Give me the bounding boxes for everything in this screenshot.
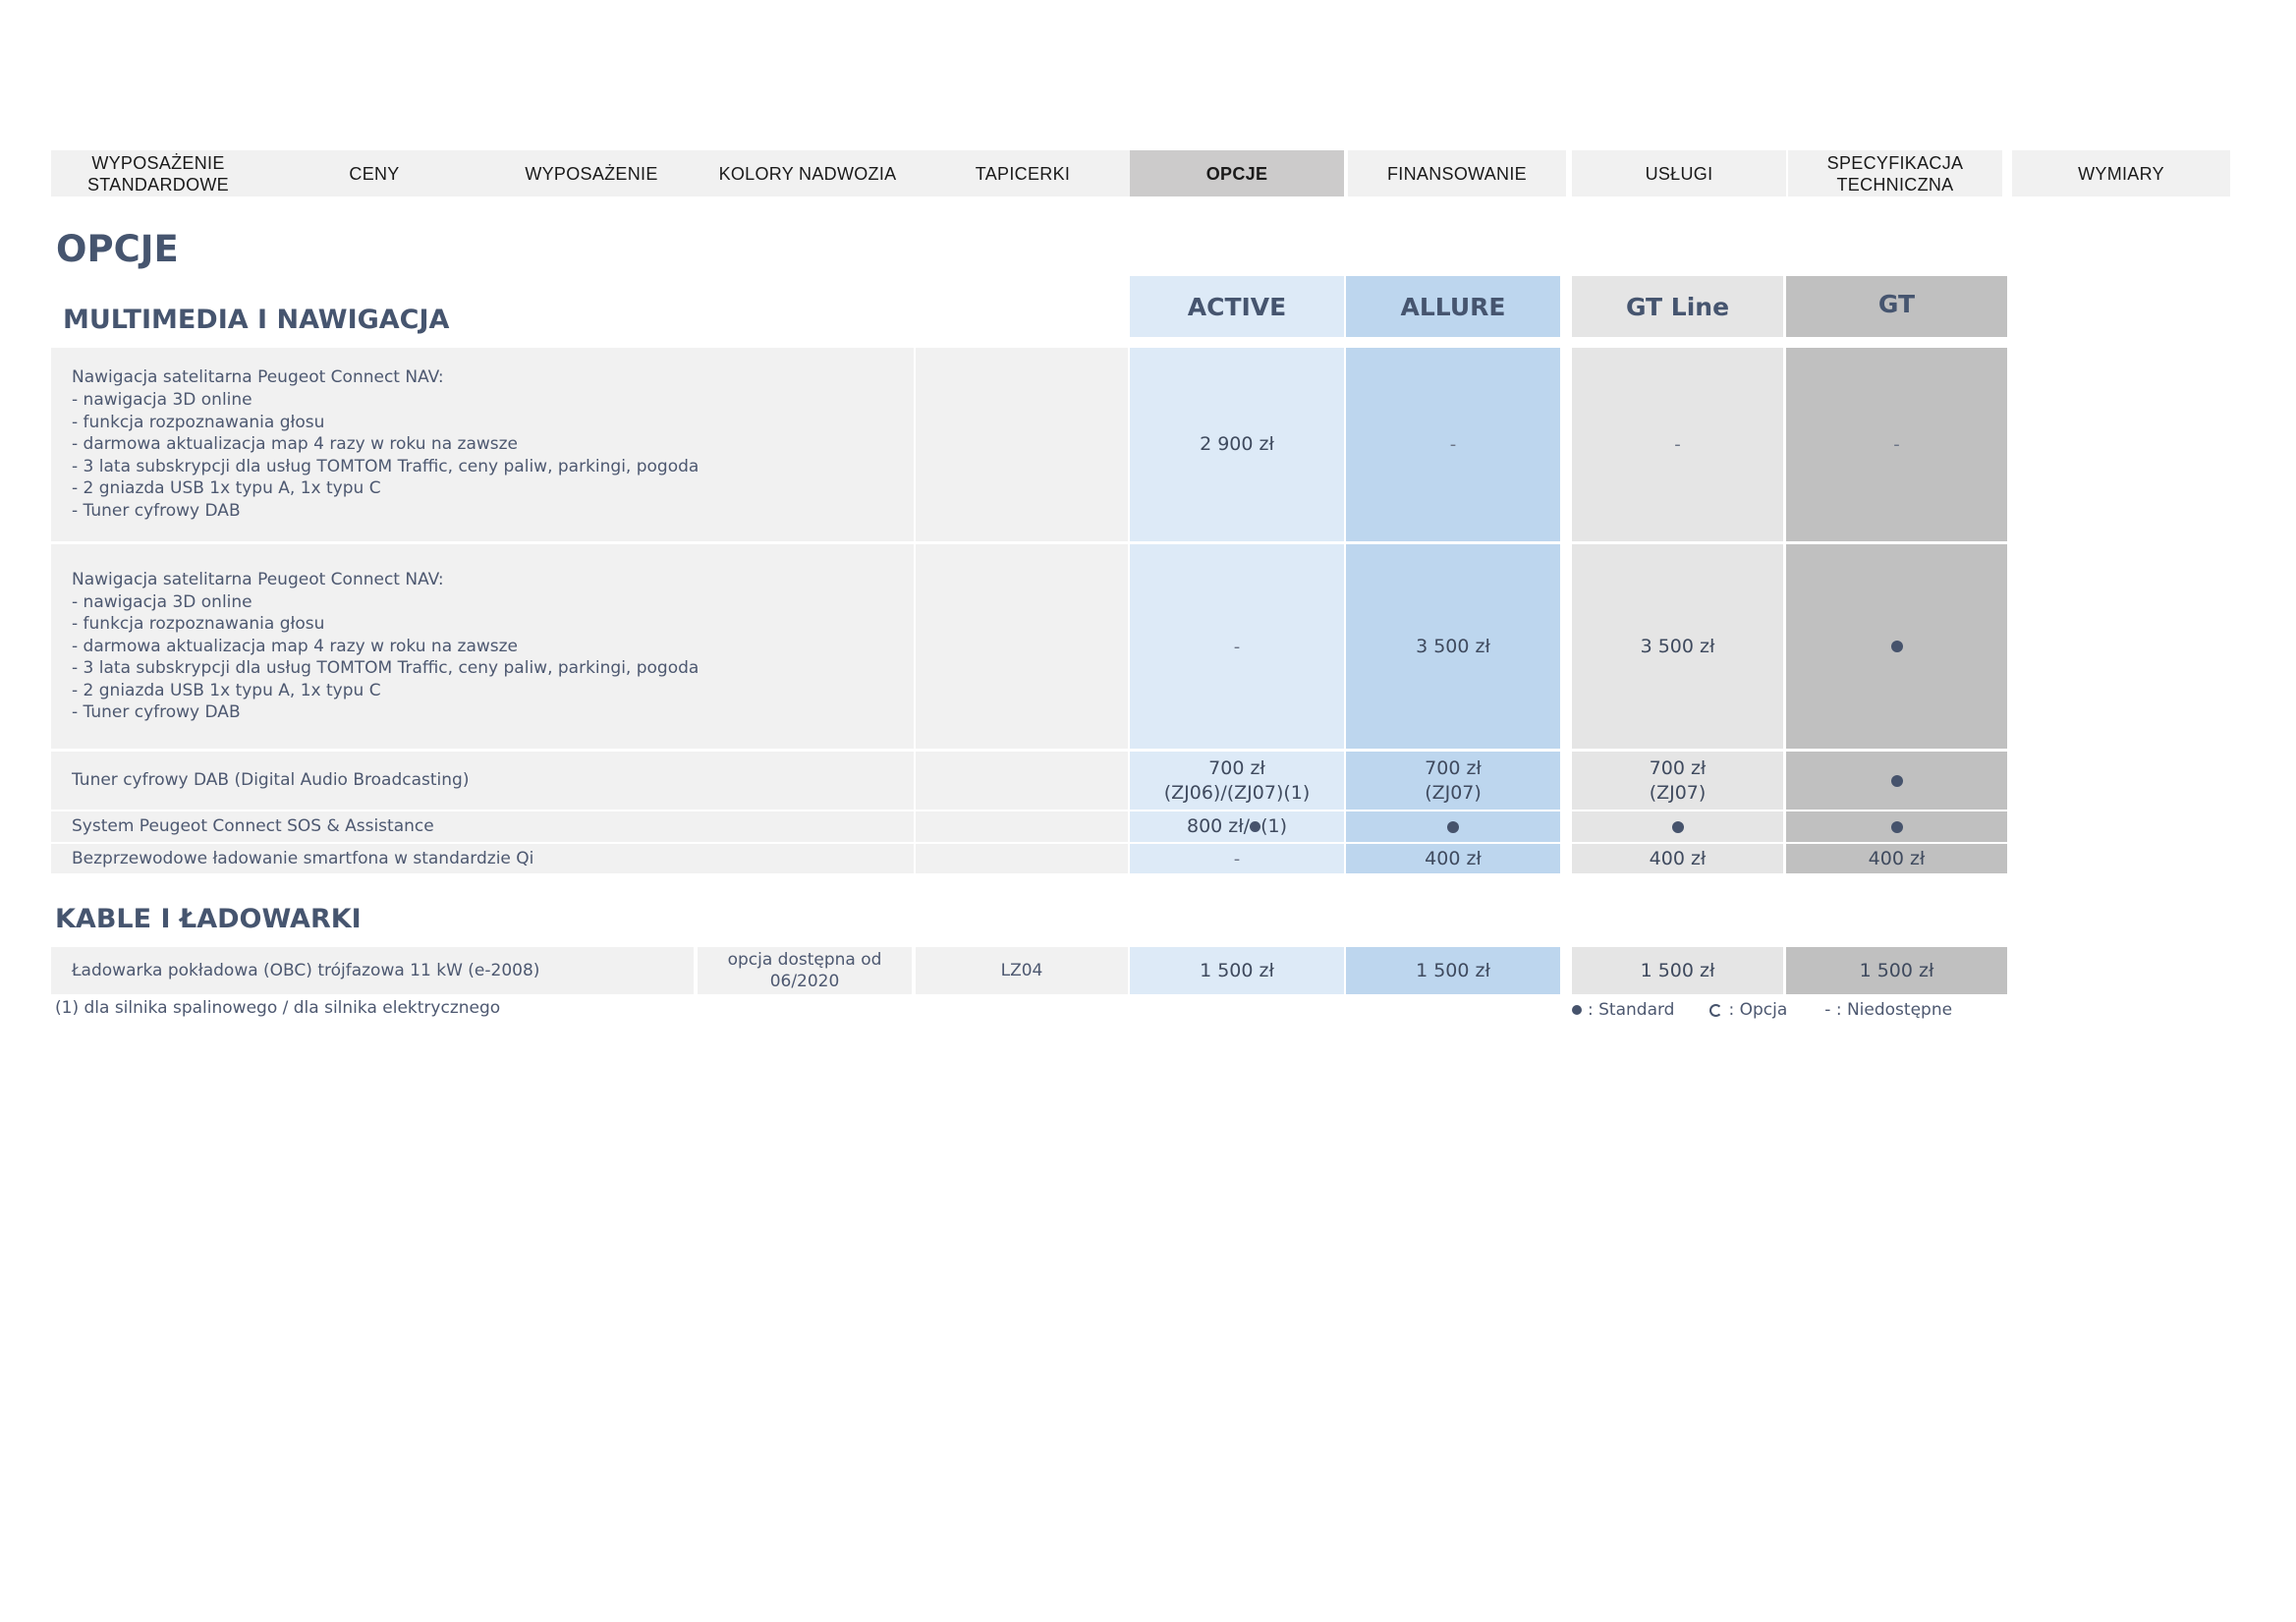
price-active: - <box>1130 544 1344 749</box>
price-active: 2 900 zł <box>1130 348 1344 541</box>
standard-dot-icon <box>1447 820 1459 833</box>
price-gt: - <box>1786 348 2007 541</box>
price-active: 1 500 zł <box>1130 947 1344 994</box>
legend-standard: : Standard <box>1588 1000 1675 1020</box>
price-allure: 1 500 zł <box>1346 947 1560 994</box>
empty-cell <box>916 348 1128 541</box>
legend-option: : Opcja <box>1728 1000 1788 1020</box>
price-text: 800 zł/ <box>1186 815 1251 837</box>
section-title-kable: KABLE I ŁADOWARKI <box>55 904 362 934</box>
price-gtline: 700 zł (ZJ07) <box>1572 752 1783 810</box>
option-description: Nawigacja satelitarna Peugeot Connect NA… <box>51 348 914 541</box>
price-allure: 3 500 zł <box>1346 544 1560 749</box>
footnote-ref: (1) <box>1260 815 1287 837</box>
description-line: - 2 gniazda USB 1x typu A, 1x typu C <box>72 478 381 499</box>
description-line: - 3 lata subskrypcji dla usług TOMTOM Tr… <box>72 658 700 679</box>
tab-wyposazenie[interactable]: WYPOSAŻENIE <box>483 150 700 196</box>
option-description: Tuner cyfrowy DAB (Digital Audio Broadca… <box>51 752 914 810</box>
standard-dot-icon <box>1671 820 1684 833</box>
description-line: Nawigacja satelitarna Peugeot Connect NA… <box>72 367 444 388</box>
price-gtline <box>1572 811 1783 842</box>
price-gt <box>1786 544 2007 749</box>
description-line: - darmowa aktualizacja map 4 razy w roku… <box>72 636 519 656</box>
tab-finansowanie[interactable]: FINANSOWANIE <box>1348 150 1566 196</box>
description-line: - funkcja rozpoznawania głosu <box>72 412 325 432</box>
price-allure <box>1346 811 1560 842</box>
price-active: 800 zł/ (1) <box>1130 811 1344 842</box>
option-description: System Peugeot Connect SOS & Assistance <box>51 811 914 842</box>
price-gtline: - <box>1572 348 1783 541</box>
price-allure: - <box>1346 348 1560 541</box>
description-line: - Tuner cyfrowy DAB <box>72 500 241 521</box>
description-line: - 2 gniazda USB 1x typu A, 1x typu C <box>72 680 381 700</box>
price-gt: 400 zł <box>1786 844 2007 873</box>
description-line: Nawigacja satelitarna Peugeot Connect NA… <box>72 569 444 589</box>
option-description: Ładowarka pokładowa (OBC) trójfazowa 11 … <box>51 947 694 994</box>
tab-wymiary[interactable]: WYMIARY <box>2012 150 2230 196</box>
empty-cell <box>916 811 1128 842</box>
tab-wyposazenie-standardowe[interactable]: WYPOSAŻENIE STANDARDOWE <box>51 150 265 196</box>
page-title: OPCJE <box>56 228 179 270</box>
column-header-active: ACTIVE <box>1130 276 1344 337</box>
description-line: - darmowa aktualizacja map 4 razy w roku… <box>72 434 519 455</box>
column-header-gt: GT <box>1786 276 2007 337</box>
description-line: - 3 lata subskrypcji dla usług TOMTOM Tr… <box>72 456 700 476</box>
price-gtline: 400 zł <box>1572 844 1783 873</box>
empty-cell <box>916 752 1128 810</box>
standard-dot-icon <box>1572 1005 1582 1015</box>
price-gt <box>1786 752 2007 810</box>
description-line: Bezprzewodowe ładowanie smartfona w stan… <box>72 848 534 868</box>
price-gt <box>1786 811 2007 842</box>
tab-opcje[interactable]: OPCJE <box>1130 150 1344 196</box>
tab-kolory-nadwozia[interactable]: KOLORY NADWOZIA <box>700 150 916 196</box>
tab-specyfikacja-techniczna[interactable]: SPECYFIKACJA TECHNICZNA <box>1788 150 2002 196</box>
description-line: - Tuner cyfrowy DAB <box>72 702 241 723</box>
option-description: Bezprzewodowe ładowanie smartfona w stan… <box>51 844 914 873</box>
price-active: 700 zł (ZJ06)/(ZJ07)(1) <box>1130 752 1344 810</box>
empty-cell <box>916 544 1128 749</box>
description-line: - funkcja rozpoznawania głosu <box>72 614 325 635</box>
tab-tapicerki[interactable]: TAPICERKI <box>916 150 1130 196</box>
tab-uslugi[interactable]: USŁUGI <box>1572 150 1786 196</box>
description-line: System Peugeot Connect SOS & Assistance <box>72 816 434 837</box>
price-gtline: 3 500 zł <box>1572 544 1783 749</box>
option-code: LZ04 <box>916 947 1128 994</box>
availability-cell: opcja dostępna od 06/2020 <box>698 947 912 994</box>
price-allure: 400 zł <box>1346 844 1560 873</box>
footnote: (1) dla silnika spalinowego / dla silnik… <box>55 998 501 1018</box>
standard-dot-icon <box>1890 820 1903 833</box>
option-circle-icon <box>1709 1003 1723 1017</box>
description-line: - nawigacja 3D online <box>72 591 252 612</box>
standard-dot-icon <box>1890 641 1903 652</box>
description-line: Ładowarka pokładowa (OBC) trójfazowa 11 … <box>72 960 540 980</box>
legend-unavailable: - : Niedostępne <box>1824 1000 1953 1020</box>
price-allure: 700 zł (ZJ07) <box>1346 752 1560 810</box>
price-gt: 1 500 zł <box>1786 947 2007 994</box>
description-line: Tuner cyfrowy DAB (Digital Audio Broadca… <box>72 770 470 791</box>
tab-ceny[interactable]: CENY <box>265 150 483 196</box>
description-line: - nawigacja 3D online <box>72 390 252 411</box>
standard-dot-icon <box>1890 774 1903 787</box>
price-active: - <box>1130 844 1344 873</box>
empty-cell <box>916 844 1128 873</box>
column-header-gtline: GT Line <box>1572 276 1783 337</box>
standard-dot-icon <box>1250 821 1261 832</box>
column-header-allure: ALLURE <box>1346 276 1560 337</box>
legend: : Standard : Opcja - : Niedostępne <box>1572 1000 1952 1020</box>
section-title-multimedia: MULTIMEDIA I NAWIGACJA <box>63 305 450 335</box>
option-description: Nawigacja satelitarna Peugeot Connect NA… <box>51 544 914 749</box>
price-gtline: 1 500 zł <box>1572 947 1783 994</box>
